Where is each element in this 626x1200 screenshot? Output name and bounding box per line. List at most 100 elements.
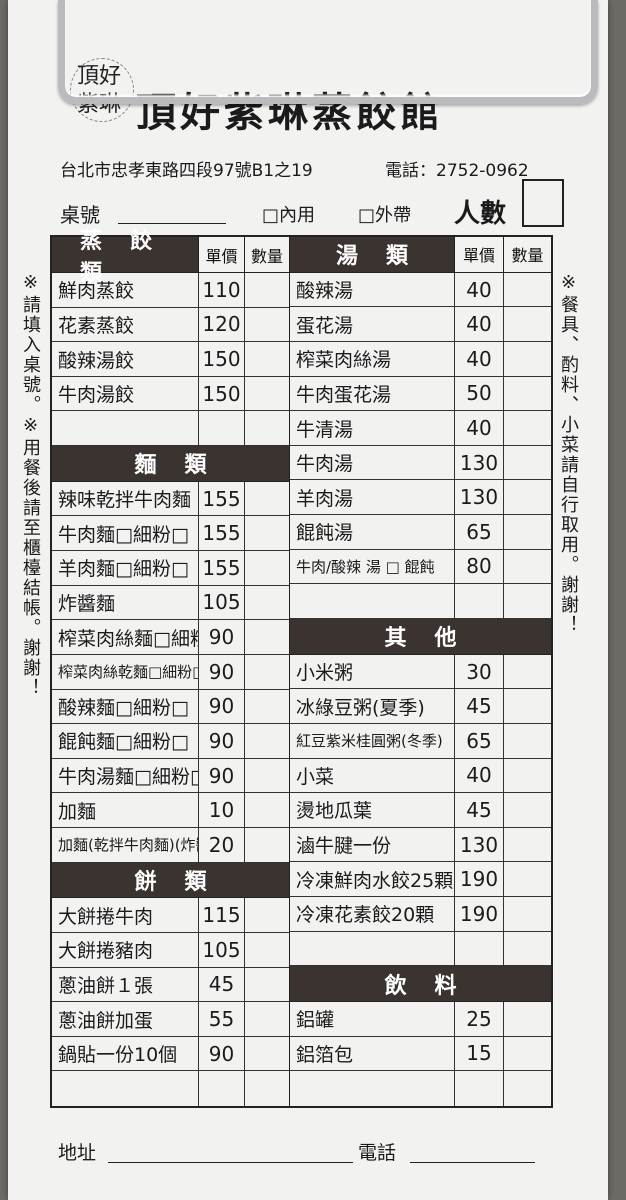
menu-table: 蒸餃類 單價 數量 鮮肉蒸餃 110 花素蒸餃 120 酸辣湯餃 150 牛肉湯餃 150 麵類 辣味乾… — [50, 229, 553, 1108]
item-price: 40 — [454, 272, 503, 307]
menu-item-row: 加麵(乾拌牛肉麵)(炸醬麵)20 — [52, 827, 289, 863]
item-price: 190 — [454, 896, 503, 931]
item-quantity-field[interactable] — [244, 585, 289, 620]
item-price: 190 — [454, 862, 503, 896]
item-quantity-field[interactable] — [244, 1002, 289, 1036]
menu-item-row: 冷凍鮮肉水餃25顆 190 — [290, 862, 551, 897]
item-name — [290, 1071, 454, 1106]
item-quantity-field[interactable] — [503, 689, 551, 723]
item-quantity-field[interactable] — [244, 932, 289, 967]
item-quantity-field[interactable] — [244, 551, 289, 585]
item-price: 45 — [454, 689, 503, 723]
item-quantity-field[interactable] — [503, 862, 551, 896]
item-quantity-field[interactable] — [244, 758, 289, 793]
menu-item-row: 冰綠豆粥(夏季) 45 — [290, 689, 551, 724]
item-price: 150 — [198, 342, 244, 376]
item-price: 50 — [454, 376, 503, 411]
people-count-box[interactable] — [522, 179, 564, 227]
item-quantity-field[interactable] — [503, 931, 551, 966]
item-name: 牛清湯 — [296, 418, 354, 441]
item-quantity-field[interactable] — [244, 376, 289, 411]
item-quantity-field[interactable] — [503, 1036, 551, 1071]
item-quantity-field[interactable] — [244, 411, 289, 446]
item-quantity-field[interactable] — [244, 1071, 289, 1107]
item-quantity-field[interactable] — [244, 516, 289, 551]
menu-item-row: 羊肉麵□細粉□ 155 — [52, 551, 289, 586]
item-price: 40 — [454, 307, 503, 342]
item-quantity-field[interactable] — [503, 723, 551, 758]
menu-item-row: 大餅捲豬肉 105 — [52, 932, 289, 968]
menu-item-row: 榨菜肉絲湯 40 — [290, 342, 551, 377]
section-title: 飲料 — [384, 973, 485, 999]
section-header: 飲料 — [290, 966, 551, 1003]
item-name: 辣味乾拌牛肉麵 — [58, 489, 192, 512]
item-quantity-field[interactable] — [244, 307, 289, 342]
item-price: 110 — [198, 273, 244, 307]
item-quantity-field[interactable] — [244, 342, 289, 376]
item-quantity-field[interactable] — [503, 480, 551, 515]
item-name: 鋁罐 — [296, 1009, 335, 1032]
qty-column-header: 數量 — [503, 237, 551, 272]
item-name: 榨菜肉絲湯 — [296, 349, 392, 372]
item-price: 90 — [198, 758, 244, 793]
item-quantity-field[interactable] — [503, 1002, 551, 1036]
menu-item-row: 鮮肉蒸餃 110 — [52, 273, 289, 308]
footer-phone-field[interactable] — [410, 1162, 535, 1163]
people-count-label: 人數 — [454, 199, 507, 229]
item-price: 155 — [198, 551, 244, 585]
menu-item-row: 小菜 40 — [290, 758, 551, 794]
item-quantity-field[interactable] — [244, 620, 289, 654]
menu-item-row: 蔥油餅１張 45 — [52, 967, 289, 1003]
item-quantity-field[interactable] — [244, 654, 289, 689]
item-quantity-field[interactable] — [503, 549, 551, 584]
clipboard-clip — [58, 0, 598, 104]
item-quantity-field[interactable] — [503, 376, 551, 411]
item-price — [454, 931, 503, 966]
item-quantity-field[interactable] — [503, 307, 551, 342]
item-price: 30 — [454, 654, 503, 689]
section-title: 麵類 — [134, 453, 235, 479]
item-quantity-field[interactable] — [503, 272, 551, 307]
menu-item-row: 牛肉蛋花湯 50 — [290, 376, 551, 412]
item-price: 130 — [454, 480, 503, 515]
item-quantity-field[interactable] — [244, 793, 289, 827]
footer-address-field[interactable] — [108, 1162, 353, 1163]
item-name: 酸辣湯餃 — [58, 349, 135, 372]
table-number-field[interactable] — [118, 223, 226, 224]
item-price: 10 — [198, 793, 244, 827]
item-quantity-field[interactable] — [244, 827, 289, 862]
item-price: 15 — [454, 1036, 503, 1071]
menu-item-row: 牛肉湯餃 150 — [52, 376, 289, 412]
item-quantity-field[interactable] — [503, 584, 551, 618]
item-quantity-field[interactable] — [244, 273, 289, 307]
dine-in-checkbox[interactable]: □內用 — [262, 205, 316, 226]
item-name — [290, 932, 454, 966]
item-quantity-field[interactable] — [503, 342, 551, 376]
item-quantity-field[interactable] — [503, 758, 551, 793]
take-out-checkbox[interactable]: □外帶 — [358, 205, 412, 226]
item-name: 燙地瓜葉 — [296, 800, 373, 823]
note-right: ※餐具、酌料、小菜請自行取用。謝謝！ — [558, 272, 579, 635]
item-quantity-field[interactable] — [244, 898, 289, 932]
item-quantity-field[interactable] — [503, 411, 551, 445]
item-quantity-field[interactable] — [503, 793, 551, 827]
item-quantity-field[interactable] — [244, 1036, 289, 1071]
item-quantity-field[interactable] — [244, 724, 289, 758]
item-quantity-field[interactable] — [503, 827, 551, 862]
note-left: ※請填入桌號。※用餐後請至櫃檯結帳。謝謝！ — [20, 272, 41, 698]
item-quantity-field[interactable] — [503, 896, 551, 931]
item-quantity-field[interactable] — [244, 481, 289, 516]
item-price: 105 — [198, 585, 244, 620]
menu-item-row — [290, 931, 551, 967]
item-quantity-field[interactable] — [503, 654, 551, 689]
item-quantity-field[interactable] — [503, 445, 551, 480]
item-quantity-field[interactable] — [244, 967, 289, 1002]
price-column-header: 單價 — [454, 237, 503, 272]
item-quantity-field[interactable] — [503, 1071, 551, 1106]
menu-item-row: 大餅捲牛肉 115 — [52, 898, 289, 933]
menu-item-row: 小米粥 30 — [290, 654, 551, 690]
item-quantity-field[interactable] — [244, 689, 289, 724]
item-name: 蔥油餅１張 — [58, 974, 154, 997]
item-quantity-field[interactable] — [503, 515, 551, 549]
item-name: 榨菜肉絲麵□細粉□ — [58, 627, 198, 650]
